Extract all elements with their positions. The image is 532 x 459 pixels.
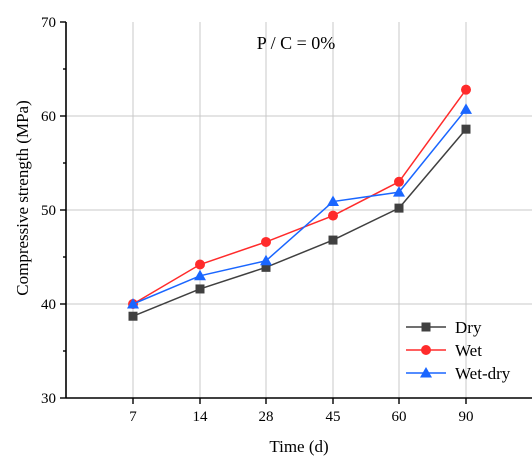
data-point-wet-dry (127, 298, 139, 309)
y-tick-label: 70 (41, 15, 56, 31)
legend-item-wet-dry: Wet-dry (406, 364, 511, 383)
data-point-wet-dry (194, 269, 206, 281)
x-tick-label: 28 (259, 409, 274, 425)
legend-marker-dry (421, 322, 431, 332)
data-point-wet-dry (393, 186, 405, 197)
series-line-wet-dry (132, 108, 467, 305)
data-point-dry (461, 124, 471, 134)
data-point-dry (394, 203, 404, 213)
legend-item-dry: Dry (406, 318, 482, 337)
x-tick-label: 90 (459, 409, 474, 425)
y-axis-title: Compressive strength (MPa) (13, 100, 32, 295)
legend: Dry Wet Wet-dry (406, 318, 511, 383)
series (127, 84, 472, 321)
data-point-dry (195, 284, 205, 294)
data-point-wet (461, 84, 471, 95)
data-point-wet-dry (460, 103, 472, 114)
x-axis-title: Time (d) (269, 437, 328, 456)
data-point-wet-dry (327, 195, 339, 207)
data-point-dry (128, 311, 138, 321)
data-point-wet (328, 210, 338, 221)
series-wet-dry (127, 103, 472, 309)
x-tick-label: 7 (129, 409, 137, 425)
ticks: 7 14 28 45 60 90 30 40 50 60 70 (41, 15, 474, 425)
series-dry (128, 124, 471, 321)
data-point-wet (195, 259, 205, 270)
data-point-wet (261, 236, 271, 247)
data-point-wet (394, 176, 404, 187)
legend-marker-wet-dry (420, 367, 432, 378)
legend-label-dry: Dry (455, 318, 482, 337)
data-point-dry (328, 235, 338, 245)
y-tick-label: 40 (41, 297, 56, 313)
legend-label-wet: Wet (455, 341, 482, 360)
legend-label-wet-dry: Wet-dry (455, 364, 511, 383)
data-point-dry (261, 262, 271, 272)
legend-item-wet: Wet (406, 341, 482, 360)
x-tick-label: 60 (392, 409, 407, 425)
legend-marker-wet (421, 345, 431, 355)
data-point-wet-dry (260, 254, 272, 266)
x-tick-label: 45 (326, 409, 341, 425)
series-wet (128, 84, 471, 309)
y-tick-label: 50 (41, 203, 56, 219)
x-tick-label: 14 (193, 409, 209, 425)
series-line-wet (132, 89, 467, 305)
chart-annotation: P / C = 0% (257, 33, 336, 53)
y-tick-label: 30 (41, 391, 56, 407)
y-tick-label: 60 (41, 109, 56, 125)
series-line-dry (132, 128, 467, 317)
